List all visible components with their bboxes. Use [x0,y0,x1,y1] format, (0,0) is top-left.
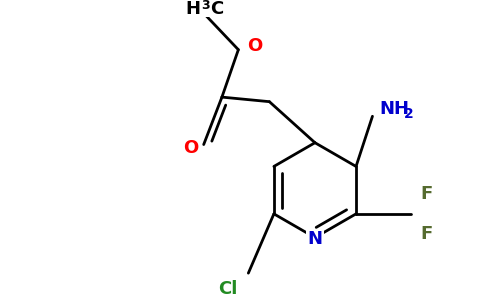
Text: F: F [420,225,432,243]
Text: F: F [420,185,432,203]
Text: O: O [183,139,198,157]
Text: 2: 2 [404,107,413,122]
Text: Cl: Cl [219,280,238,298]
Text: N: N [307,230,322,248]
Text: 3: 3 [201,0,210,12]
Text: O: O [247,37,263,55]
Text: C: C [210,0,223,18]
Text: NH: NH [380,100,410,118]
Text: H: H [185,0,200,18]
